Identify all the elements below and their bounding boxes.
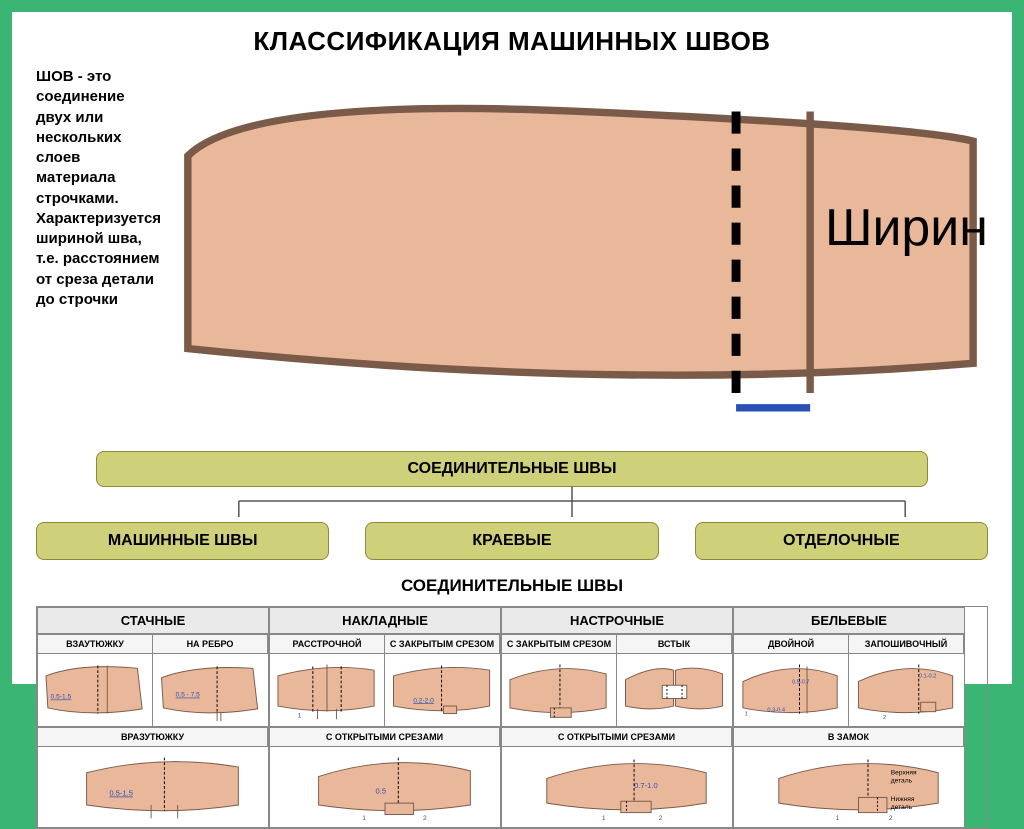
svg-text:Нижняя: Нижняя [891,797,915,804]
sub-2-0: С ЗАКРЫТЫМ СРЕЗОМ [502,635,617,654]
seam-diagram: 0.5-1.5 [38,747,268,827]
sub-1-1: С ЗАКРЫТЫМ СРЕЗОМ [385,635,500,654]
cat-3: БЕЛЬЕВЫЕ [733,607,965,634]
hier-child-0: МАШИННЫЕ ШВЫ [36,522,329,560]
svg-text:Ширина шва: Ширина шва [825,198,988,256]
svg-text:0.7-1.0: 0.7-1.0 [634,781,658,790]
intro-line2: Характеризуется шириной шва, т.е. рассто… [36,210,161,308]
svg-text:2: 2 [883,716,886,722]
table-row: С ОТКРЫТЫМИ СРЕЗАМИ 0.5 1 2 [269,727,501,828]
svg-text:деталь: деталь [891,804,913,811]
svg-text:0.3-0.4: 0.3-0.4 [767,708,785,714]
seam-diagram: 0.5 - 7.5 [153,654,268,726]
seam-diagram: 0.5-1.5 [38,654,153,726]
sub-0-0: ВЗАУТЮЖКУ [38,635,153,654]
table-row: В ЗАМОК Верхняя деталь Нижняя деталь 1 2 [733,727,965,828]
table-row: С ОТКРЫТЫМИ СРЕЗАМИ 0.7-1.0 1 2 [501,727,733,828]
cat-2: НАСТРОЧНЫЕ [501,607,733,634]
cat-0: СТАЧНЫЕ [37,607,269,634]
seam-diagram: Верхняя деталь Нижняя деталь 1 2 [734,747,964,827]
svg-text:1: 1 [298,713,302,720]
hierarchy: СОЕДИНИТЕЛЬНЫЕ ШВЫ МАШИННЫЕ ШВЫ КРАЕВЫЕ … [36,451,988,560]
table-row: С ЗАКРЫТЫМ СРЕЗОМ ВСТЫК [501,634,733,727]
sub-3-0: ДВОЙНОЙ [734,635,849,654]
sub-1-0: РАССТРОЧНОЙ [270,635,385,654]
seam-diagram: 0.2-2.0 [385,654,500,726]
svg-text:1: 1 [602,816,606,823]
hier-child-1: КРАЕВЫЕ [365,522,658,560]
svg-text:1: 1 [362,816,366,823]
intro-text: ШОВ - это соединение двух или нескольких… [36,67,161,310]
svg-text:1: 1 [745,712,748,718]
svg-text:0.5: 0.5 [376,787,387,796]
seam-diagram: 1 [270,654,385,726]
svg-text:Верхняя: Верхняя [891,770,917,777]
seam-diagram: 0.5-0.7 0.3-0.4 1 [734,654,849,726]
seam-diagram: 0.1-0.2 2 [849,654,964,726]
svg-text:0.5-0.7: 0.5-0.7 [792,680,810,686]
sub2-0: ВРАЗУТЮЖКУ [38,728,268,747]
svg-text:2: 2 [659,816,663,823]
sub2-3: В ЗАМОК [734,728,964,747]
table-row: РАССТРОЧНОЙ С ЗАКРЫТЫМ СРЕЗОМ 1 0.2-2. [269,634,501,727]
svg-text:1: 1 [836,816,840,823]
svg-text:0.1-0.2: 0.1-0.2 [919,674,937,680]
hier-connectors-icon [96,487,1024,517]
sub-0-1: НА РЕБРО [153,635,268,654]
svg-text:0.2-2.0: 0.2-2.0 [413,698,434,705]
hier-child-2: ОТДЕЛОЧНЫЕ [695,522,988,560]
table-row: ВЗАУТЮЖКУ НА РЕБРО 0.5-1.5 0.5 - 7.5 [37,634,269,727]
page-title: КЛАССИФИКАЦИЯ МАШИННЫХ ШВОВ [36,26,988,57]
svg-text:2: 2 [423,816,427,823]
svg-text:0.5-1.5: 0.5-1.5 [51,694,72,701]
svg-text:0.5-1.5: 0.5-1.5 [109,789,133,798]
sub-3-1: ЗАПОШИВОЧНЫЙ [849,635,964,654]
cat-1: НАКЛАДНЫЕ [269,607,501,634]
svg-text:2: 2 [889,816,893,823]
seam-diagram: 0.7-1.0 1 2 [502,747,732,827]
section-title: СОЕДИНИТЕЛЬНЫЕ ШВЫ [36,576,988,596]
sub2-1: С ОТКРЫТЫМИ СРЕЗАМИ [270,728,500,747]
sub-2-1: ВСТЫК [617,635,732,654]
svg-text:деталь: деталь [891,778,913,785]
sub2-2: С ОТКРЫТЫМИ СРЕЗАМИ [502,728,732,747]
seam-diagram [617,654,732,726]
hier-top: СОЕДИНИТЕЛЬНЫЕ ШВЫ [96,451,928,487]
seam-table: СТАЧНЫЕ НАКЛАДНЫЕ НАСТРОЧНЫЕ БЕЛЬЕВЫЕ ВЗ… [36,606,988,829]
intro-line1: ШОВ - это соединение двух или нескольких… [36,68,125,207]
seam-diagram [502,654,617,726]
table-row: ВРАЗУТЮЖКУ 0.5-1.5 [37,727,269,828]
table-row: ДВОЙНОЙ ЗАПОШИВОЧНЫЙ 0.5-0.7 0.3-0.4 1 0 [733,634,965,727]
intro-block: ШОВ - это соединение двух или нескольких… [36,67,988,437]
seam-width-icon: Ширина шва [173,67,988,437]
seam-diagram: 0.5 1 2 [270,747,500,827]
